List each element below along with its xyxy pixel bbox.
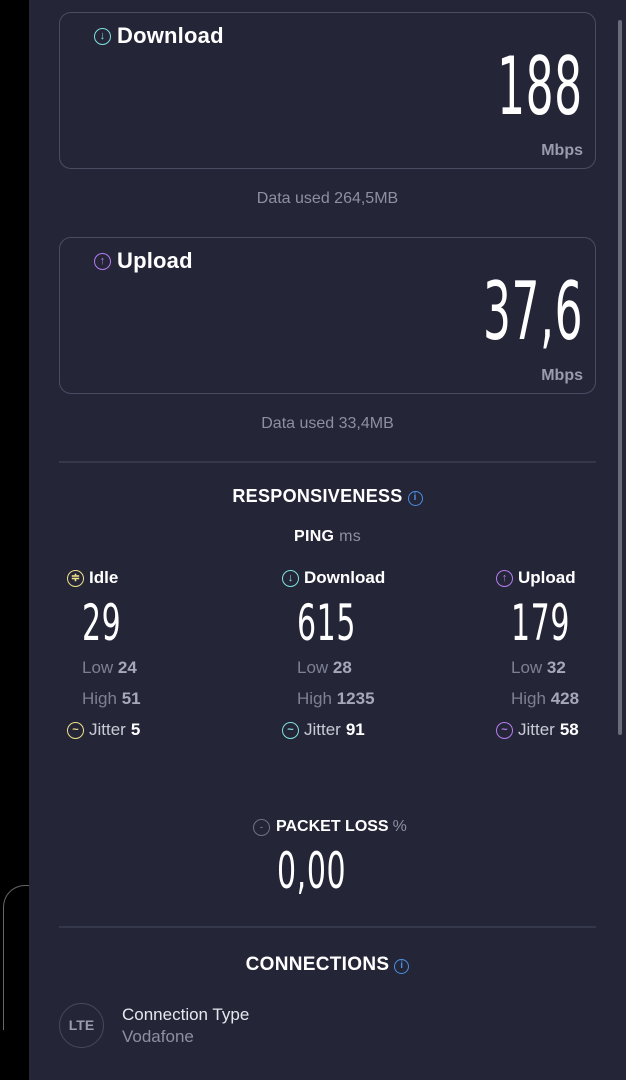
packet-loss-header: - PACKET LOSS % [253, 818, 407, 836]
ping-low: Low 24 [82, 658, 137, 677]
ping-value: 615 [297, 594, 357, 652]
ping-high: High 428 [511, 689, 580, 708]
ping-jitter: ~ Jitter 58 [496, 720, 579, 740]
packet-loss-icon: - [253, 818, 270, 836]
upload-speed-value: 37,6 [482, 265, 583, 358]
packet-loss-title: PACKET LOSS [276, 818, 389, 835]
lte-badge-icon: LTE [59, 1003, 104, 1048]
ping-jitter: ~ Jitter 91 [282, 720, 365, 740]
speedtest-results-screen [29, 0, 626, 1080]
download-speed-value: 188 [497, 40, 583, 133]
connections-title: CONNECTIONS [245, 954, 390, 975]
ping-column-idle: ≑ Idle 29 Low 24 High 51 ~ Jitter 5 [67, 568, 242, 739]
divider [59, 926, 596, 928]
ping-value: 179 [511, 594, 571, 652]
jitter-icon: ~ [282, 721, 299, 739]
idle-icon: ≑ [67, 569, 84, 587]
upload-card: ↑ Upload 37,6 Mbps [59, 237, 596, 394]
download-arrow-icon: ↓ [94, 27, 111, 45]
download-card: ↓ Download 188 Mbps [59, 12, 596, 169]
download-unit: Mbps [541, 142, 583, 159]
ping-header: PING ms [29, 528, 626, 546]
connections-header: CONNECTIONS i [29, 954, 626, 976]
info-icon[interactable]: i [407, 491, 423, 506]
connection-provider: Vodafone [122, 1027, 194, 1046]
column-title: Upload [518, 568, 576, 587]
packet-loss-value: 0,00 [277, 842, 347, 900]
ping-column-download: ↓ Download 615 Low 28 High 1235 ~ Jitter 91 [282, 568, 457, 739]
ping-jitter: ~ Jitter 5 [67, 720, 140, 740]
jitter-icon: ~ [496, 721, 513, 739]
ping-low: Low 32 [511, 658, 566, 677]
column-title: Idle [89, 568, 119, 587]
ping-high: High 51 [82, 689, 141, 708]
divider [59, 461, 596, 463]
scrollbar[interactable] [618, 20, 622, 735]
ping-high: High 1235 [297, 689, 375, 708]
upload-unit: Mbps [541, 367, 583, 384]
packet-loss-unit: % [392, 818, 407, 835]
ping-value: 29 [82, 594, 122, 652]
ping-low: Low 28 [297, 658, 352, 677]
info-icon[interactable]: i [394, 959, 410, 974]
ping-label: PING [293, 528, 335, 545]
responsiveness-header: RESPONSIVENESS i [29, 486, 626, 507]
ping-unit: ms [339, 528, 361, 545]
responsiveness-title: RESPONSIVENESS [232, 486, 403, 506]
upload-data-used: Data used 33,4MB [261, 415, 394, 432]
ping-column-upload: ↑ Upload 179 Low 32 High 428 ~ Jitter 58 [496, 568, 626, 739]
column-title: Download [304, 568, 386, 587]
upload-arrow-icon: ↑ [94, 252, 111, 270]
jitter-icon: ~ [67, 721, 84, 739]
download-arrow-icon: ↓ [282, 569, 299, 587]
upload-arrow-icon: ↑ [496, 569, 513, 587]
download-data-used: Data used 264,5MB [256, 190, 399, 207]
upload-title: Upload [117, 248, 193, 273]
connection-type-label: Connection Type [122, 1005, 250, 1024]
download-title: Download [117, 23, 224, 48]
device-edge-decoration [3, 885, 43, 1030]
